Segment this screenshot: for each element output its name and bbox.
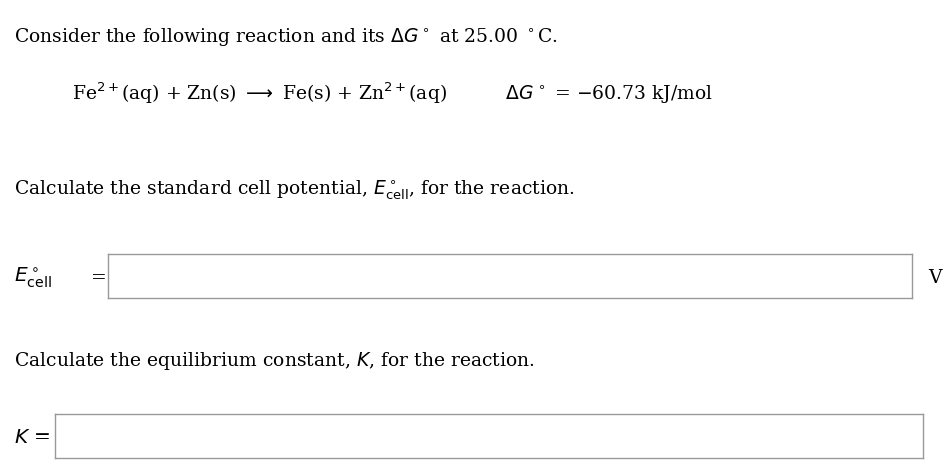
Text: =: = — [91, 268, 106, 287]
Text: Fe$^{2+}$(aq) + Zn(s) $\longrightarrow$ Fe(s) + Zn$^{2+}$(aq)          $\Delta G: Fe$^{2+}$(aq) + Zn(s) $\longrightarrow$ … — [72, 80, 713, 105]
Text: $K$ =: $K$ = — [14, 427, 50, 446]
Text: V: V — [928, 268, 941, 287]
Text: $E^\circ_{\mathrm{cell}}$: $E^\circ_{\mathrm{cell}}$ — [14, 265, 52, 289]
Text: Consider the following reaction and its $\Delta G^\circ$ at 25.00 $^\circ$C.: Consider the following reaction and its … — [14, 26, 558, 48]
Text: Calculate the equilibrium constant, $K$, for the reaction.: Calculate the equilibrium constant, $K$,… — [14, 349, 535, 371]
Text: Calculate the standard cell potential, $E^\circ_{\mathrm{cell}}$, for the reacti: Calculate the standard cell potential, $… — [14, 178, 575, 201]
